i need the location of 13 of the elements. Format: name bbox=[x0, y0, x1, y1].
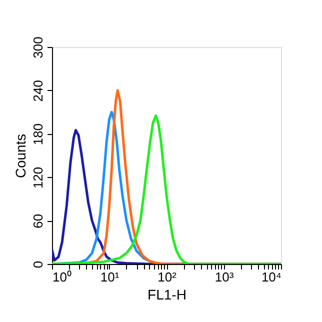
x-tick-label: 10⁴ bbox=[261, 270, 282, 284]
y-tick-label: 180 bbox=[30, 123, 46, 146]
x-tick-label: 10³ bbox=[214, 270, 234, 284]
y-tick-label: 60 bbox=[30, 214, 46, 228]
y-tick-label: 120 bbox=[30, 166, 46, 189]
y-tick-label: 0 bbox=[30, 260, 46, 268]
y-axis-title: Counts bbox=[12, 134, 28, 178]
y-tick-label: 240 bbox=[30, 80, 46, 102]
x-tick-label: 10⁰ bbox=[52, 270, 72, 284]
y-tick-label: 300 bbox=[30, 36, 46, 58]
x-tick-label: 10¹ bbox=[100, 270, 120, 284]
x-tick-label: 10² bbox=[158, 270, 178, 284]
x-axis-title: FL1-H bbox=[148, 286, 186, 302]
